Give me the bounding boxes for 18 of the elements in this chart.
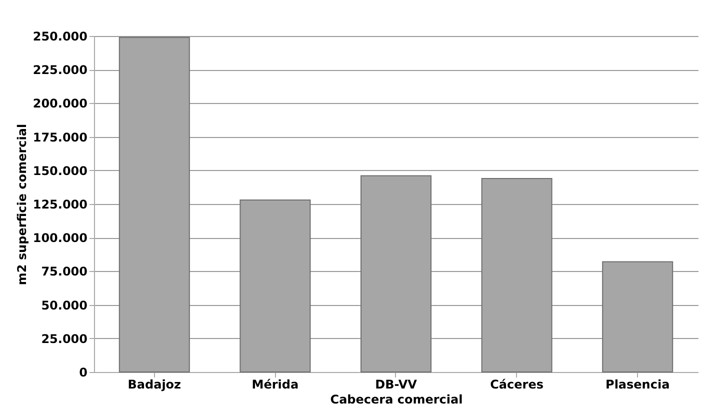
x-tick-label: Badajoz <box>128 378 182 392</box>
x-tick-label: Plasencia <box>606 378 670 392</box>
y-tick-label: 25.000 <box>41 332 88 346</box>
y-tick-label: 225.000 <box>32 63 88 78</box>
x-tick-label: Mérida <box>252 378 299 392</box>
y-tick-label: 100.000 <box>32 231 88 246</box>
y-tick-label: 125.000 <box>32 198 88 212</box>
y-tick-label: 200.000 <box>32 96 88 111</box>
x-tick-label: Cáceres <box>490 378 544 392</box>
y-axis-title: m2 superficie comercial <box>14 124 29 286</box>
x-tick-label: DB-VV <box>375 378 418 392</box>
y-tick-label: 0 <box>79 366 88 380</box>
y-tick-label: 250.000 <box>32 30 88 44</box>
y-tick-label: 175.000 <box>32 130 88 144</box>
y-tick-label: 50.000 <box>41 298 88 312</box>
y-tick-label: 150.000 <box>32 164 88 178</box>
x-axis-title: Cabecera comercial <box>330 392 463 406</box>
y-tick-label: 75.000 <box>41 264 88 279</box>
